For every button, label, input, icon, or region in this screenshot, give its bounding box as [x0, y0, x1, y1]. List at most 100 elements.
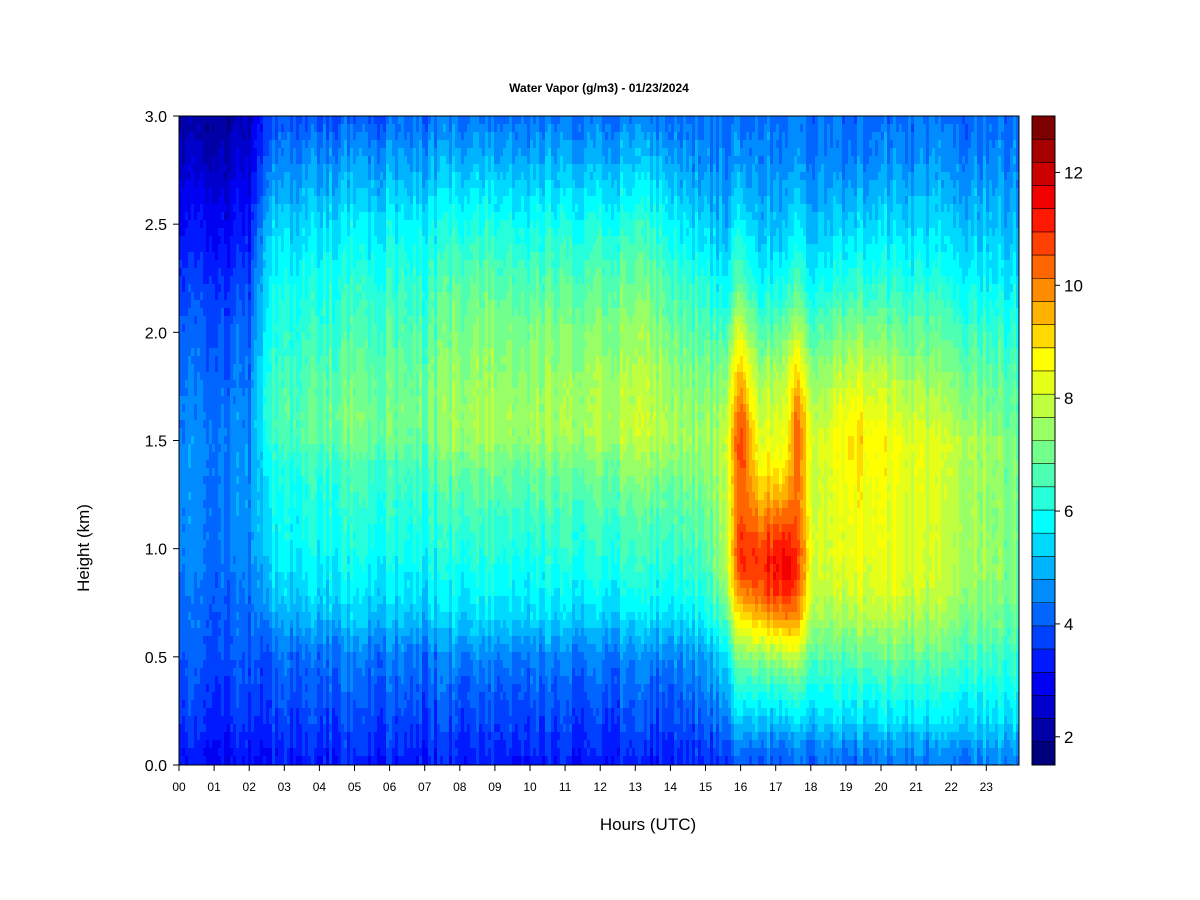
heatmap-cell — [314, 548, 318, 557]
heatmap-cell — [317, 468, 321, 477]
heatmap-cell — [269, 516, 273, 525]
heatmap-cell — [185, 532, 189, 541]
heatmap-cell — [245, 636, 249, 645]
heatmap-cell — [296, 244, 300, 253]
heatmap-cell — [299, 676, 303, 685]
heatmap-cell — [194, 508, 198, 517]
heatmap-cell — [224, 292, 228, 301]
heatmap-cell — [191, 404, 195, 413]
heatmap-cell — [203, 196, 207, 205]
heatmap-cell — [311, 620, 315, 629]
heatmap-cell — [185, 124, 189, 133]
heatmap-cell — [290, 724, 294, 733]
heatmap-cell — [239, 548, 243, 557]
heatmap-cell — [233, 420, 237, 429]
heatmap-cell — [221, 316, 225, 325]
heatmap-cell — [278, 628, 282, 637]
heatmap-cell — [296, 212, 300, 221]
heatmap-cell — [293, 404, 297, 413]
heatmap-cell — [320, 596, 324, 605]
heatmap-cell — [275, 468, 279, 477]
heatmap-cell — [299, 572, 303, 581]
heatmap-cell — [311, 180, 315, 189]
heatmap-cell — [236, 484, 240, 493]
heatmap-cell — [197, 444, 201, 453]
heatmap-cell — [179, 732, 183, 741]
heatmap-cell — [224, 508, 228, 517]
heatmap-cell — [200, 284, 204, 293]
heatmap-cell — [260, 708, 264, 717]
heatmap-cell — [296, 596, 300, 605]
heatmap-cell — [245, 444, 249, 453]
heatmap-cell — [269, 668, 273, 677]
heatmap-cell — [188, 620, 192, 629]
heatmap-cell — [242, 396, 246, 405]
heatmap-cell — [197, 156, 201, 165]
heatmap-cell — [281, 740, 285, 749]
heatmap-cell — [260, 588, 264, 597]
heatmap-cell — [185, 140, 189, 149]
heatmap-cell — [254, 292, 258, 301]
heatmap-cell — [254, 148, 258, 157]
heatmap-cell — [293, 500, 297, 509]
heatmap-cell — [281, 460, 285, 469]
heatmap-cell — [185, 692, 189, 701]
heatmap-cell — [194, 748, 198, 757]
heatmap-cell — [221, 132, 225, 141]
heatmap-cell — [194, 116, 198, 125]
heatmap-cell — [191, 436, 195, 445]
heatmap-cell — [215, 588, 219, 597]
heatmap-cell — [191, 236, 195, 245]
heatmap-cell — [194, 244, 198, 253]
heatmap-cell — [302, 428, 306, 437]
heatmap-cell — [197, 228, 201, 237]
heatmap-cell — [293, 660, 297, 669]
heatmap-cell — [242, 412, 246, 421]
heatmap-cell — [284, 372, 288, 381]
heatmap-cell — [194, 372, 198, 381]
heatmap-cell — [272, 676, 276, 685]
heatmap-cell — [221, 380, 225, 389]
heatmap-cell — [254, 332, 258, 341]
heatmap-cell — [287, 252, 291, 261]
heatmap-cell — [251, 116, 255, 125]
heatmap-cell — [320, 244, 324, 253]
heatmap-cell — [242, 220, 246, 229]
heatmap-cell — [263, 660, 267, 669]
heatmap-cell — [242, 676, 246, 685]
heatmap-cell — [218, 732, 222, 741]
heatmap-cell — [293, 228, 297, 237]
heatmap-cell — [230, 740, 234, 749]
heatmap-cell — [224, 588, 228, 597]
heatmap-cell — [263, 356, 267, 365]
heatmap-cell — [275, 436, 279, 445]
heatmap-cell — [242, 316, 246, 325]
heatmap-cell — [260, 508, 264, 517]
heatmap-cell — [320, 748, 324, 757]
heatmap-cell — [206, 316, 210, 325]
heatmap-cell — [290, 700, 294, 709]
heatmap-cell — [179, 612, 183, 621]
heatmap-cell — [239, 364, 243, 373]
heatmap-cell — [299, 148, 303, 157]
heatmap-cell — [305, 284, 309, 293]
heatmap-cell — [236, 628, 240, 637]
heatmap-cell — [305, 340, 309, 349]
heatmap-cell — [311, 684, 315, 693]
heatmap-cell — [245, 564, 249, 573]
heatmap-cell — [182, 404, 186, 413]
heatmap-cell — [302, 468, 306, 477]
heatmap-cell — [305, 380, 309, 389]
heatmap-cell — [299, 332, 303, 341]
heatmap-cell — [188, 292, 192, 301]
heatmap-cell — [215, 628, 219, 637]
heatmap-cell — [266, 628, 270, 637]
heatmap-cell — [209, 716, 213, 725]
heatmap-cell — [257, 156, 261, 165]
heatmap-cell — [257, 172, 261, 181]
heatmap-cell — [185, 644, 189, 653]
heatmap-cell — [218, 748, 222, 757]
heatmap-cell — [263, 652, 267, 661]
heatmap-cell — [293, 284, 297, 293]
heatmap-cell — [233, 236, 237, 245]
